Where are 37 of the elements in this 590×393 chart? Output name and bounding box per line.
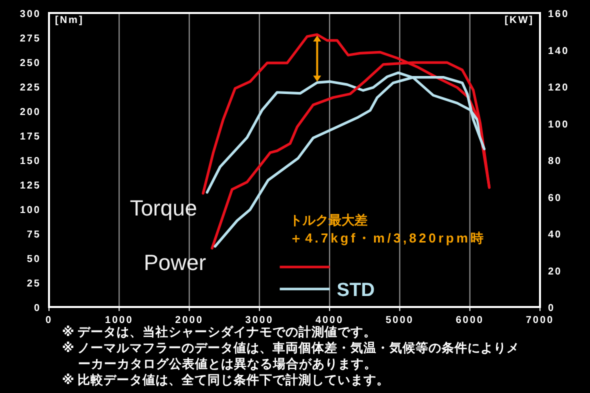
y2-tick-label: 100 [548,119,570,130]
y2-tick-label: 60 [548,192,562,204]
legend-label: STD [336,280,375,301]
y-tick-label: 150 [20,156,41,167]
y-tick-label: 50 [26,254,41,265]
y2-tick-label: 40 [548,230,562,240]
y2-tick-label: 120 [548,82,570,94]
y2-tick-label: 140 [548,46,570,57]
y-tick-label: 0 [34,303,41,314]
y-tick-label: 200 [20,107,41,118]
y-axis-title: [Nm] [55,15,84,26]
text: ※ 比較データ値は、全て同じ条件下で計測しています。 [62,372,390,387]
x-tick-label: 3000 [245,315,274,326]
y-tick-label: 225 [20,82,41,94]
y-tick-label: 100 [20,205,41,216]
y2-tick-label: 160 [548,9,570,20]
y-tick-label: 75 [26,230,41,240]
legend: STD [280,266,375,301]
x-tick-label: 1000 [105,315,134,326]
y2-axis-title: [KW] [504,15,534,26]
x-tick-label: 2000 [175,315,204,326]
y2-tick-label: 20 [548,266,562,278]
y-tick-label: 250 [20,58,41,69]
y2-tick-label: 80 [548,156,562,167]
y-tick-label: 175 [20,132,41,142]
x-tick-label: 5000 [386,315,414,326]
y2-tick-label: 0 [548,303,556,314]
x-tick-label: 7000 [526,315,554,326]
y-tick-label: 125 [20,180,41,192]
y-tick-label: 275 [20,34,41,44]
x-tick-label: 6000 [456,315,484,326]
y-tick-label: 25 [26,278,41,290]
x-tick-label: 4000 [315,315,344,326]
y-tick-label: 300 [20,9,41,20]
text: ※ ノーマルマフラーのデータ値は、車両個体差・気温・気候等の条件によりメーカーカタログ公表値とは異なる場合があります。 [62,341,520,371]
text: ※ データは、当社シャーシダイナモでの計測値です。 [62,324,377,339]
x-tick-label: 0 [45,315,53,326]
